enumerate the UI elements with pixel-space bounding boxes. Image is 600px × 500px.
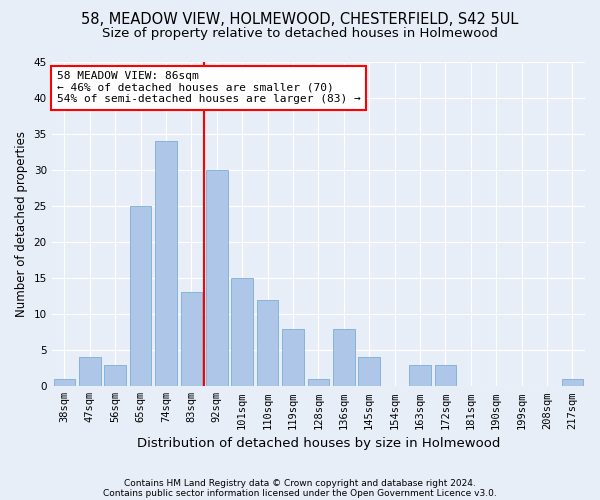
Bar <box>104 364 126 386</box>
Text: Contains public sector information licensed under the Open Government Licence v3: Contains public sector information licen… <box>103 488 497 498</box>
Bar <box>53 379 75 386</box>
Bar <box>282 328 304 386</box>
Bar <box>181 292 202 386</box>
Bar <box>155 141 177 386</box>
Text: Contains HM Land Registry data © Crown copyright and database right 2024.: Contains HM Land Registry data © Crown c… <box>124 478 476 488</box>
X-axis label: Distribution of detached houses by size in Holmewood: Distribution of detached houses by size … <box>137 437 500 450</box>
Bar <box>358 358 380 386</box>
Bar <box>562 379 583 386</box>
Bar <box>409 364 431 386</box>
Text: 58, MEADOW VIEW, HOLMEWOOD, CHESTERFIELD, S42 5UL: 58, MEADOW VIEW, HOLMEWOOD, CHESTERFIELD… <box>82 12 518 28</box>
Bar <box>130 206 151 386</box>
Bar <box>79 358 101 386</box>
Bar <box>434 364 456 386</box>
Text: Size of property relative to detached houses in Holmewood: Size of property relative to detached ho… <box>102 28 498 40</box>
Y-axis label: Number of detached properties: Number of detached properties <box>15 131 28 317</box>
Bar <box>333 328 355 386</box>
Text: 58 MEADOW VIEW: 86sqm
← 46% of detached houses are smaller (70)
54% of semi-deta: 58 MEADOW VIEW: 86sqm ← 46% of detached … <box>57 71 361 104</box>
Bar <box>257 300 278 386</box>
Bar <box>206 170 227 386</box>
Bar <box>232 278 253 386</box>
Bar <box>308 379 329 386</box>
